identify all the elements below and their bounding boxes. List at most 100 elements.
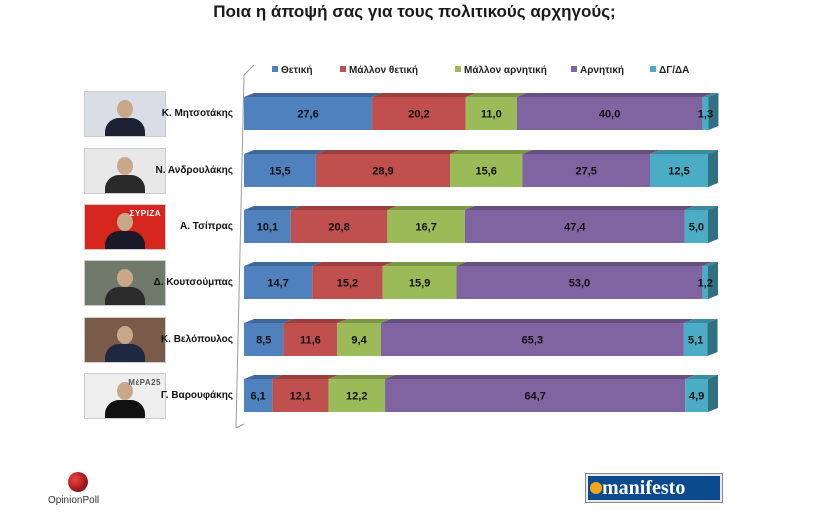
portrait-head xyxy=(117,326,133,344)
data-label: 6,1 xyxy=(251,391,266,403)
bar-top-face xyxy=(244,206,301,210)
data-label: 15,2 xyxy=(337,278,358,290)
bar-segment xyxy=(244,379,273,412)
bar-top-face xyxy=(328,375,396,379)
manifesto-logo-mark xyxy=(590,482,602,494)
category-label: Ν. Ανδρουλάκης xyxy=(155,164,233,176)
bar-segment xyxy=(244,323,284,356)
bar-top-face xyxy=(450,150,533,154)
bar-top-face xyxy=(465,93,527,97)
legend-swatch xyxy=(650,66,656,72)
bar-segment xyxy=(244,97,373,130)
bar-top-face xyxy=(456,262,713,266)
legend-label: Θετική xyxy=(281,65,312,76)
data-label: 47,4 xyxy=(564,222,586,234)
bar-side-face xyxy=(708,206,718,243)
bar-top-face xyxy=(337,319,391,323)
portrait-sign: ΣΥΡΙΖΑ xyxy=(129,209,161,218)
data-label: 1,2 xyxy=(698,278,713,290)
legend-swatch xyxy=(455,66,461,72)
photo-varoufakis: ΜέΡΑ25 xyxy=(84,373,166,419)
portrait-torso xyxy=(105,287,145,305)
portrait-head xyxy=(117,269,133,287)
bar-segment xyxy=(684,210,708,243)
data-label: 16,7 xyxy=(415,222,436,234)
bar-segment xyxy=(244,266,313,299)
bar-segment xyxy=(464,210,685,243)
bar-top-face xyxy=(244,93,383,97)
bar-segment xyxy=(387,210,465,243)
data-label: 11,0 xyxy=(481,109,502,121)
category-label: Κ. Βελόπουλος xyxy=(160,333,233,345)
data-label: 12,5 xyxy=(668,166,689,178)
bar-segment xyxy=(272,379,329,412)
plot-wall-line xyxy=(235,64,255,429)
bar-side-face xyxy=(708,375,718,412)
data-label: 8,5 xyxy=(256,335,271,347)
portrait-torso xyxy=(105,344,145,362)
bar-segment xyxy=(683,323,708,356)
bar-segment xyxy=(328,379,386,412)
bar-top-face xyxy=(244,375,283,379)
bar-top-face xyxy=(380,319,694,323)
bar-segment xyxy=(516,97,703,130)
bar-top-face xyxy=(372,93,476,97)
data-label: 10,1 xyxy=(257,222,278,234)
bar-top-face xyxy=(272,375,339,379)
bar-segment xyxy=(380,323,684,356)
bar-top-face xyxy=(685,375,718,379)
bar-segment xyxy=(290,210,388,243)
bar-segment xyxy=(650,154,708,187)
portrait-head xyxy=(117,157,133,175)
bar-side-face xyxy=(708,150,718,187)
portrait-torso xyxy=(105,175,145,193)
data-label: 15,9 xyxy=(409,278,430,290)
data-label: 9,4 xyxy=(351,335,367,347)
portrait-torso xyxy=(105,400,145,418)
legend-label: ΔΓ/ΔΑ xyxy=(659,65,689,76)
bar-top-face xyxy=(516,93,713,97)
photo-tsipras: ΣΥΡΙΖΑ xyxy=(84,204,166,250)
data-label: 20,8 xyxy=(328,222,349,234)
manifesto-logo: manifesto xyxy=(586,474,722,502)
bar-top-face xyxy=(702,93,719,97)
category-label: Γ. Βαρουφάκης xyxy=(160,389,233,401)
bar-segment xyxy=(456,266,703,299)
bar-segment xyxy=(315,154,451,187)
bar-top-face xyxy=(382,262,467,266)
bar-segment xyxy=(337,323,381,356)
data-label: 4,9 xyxy=(689,391,704,403)
photo-mitsotakis xyxy=(84,91,166,137)
bar-top-face xyxy=(684,206,718,210)
data-label: 15,5 xyxy=(269,166,290,178)
legend-label: Μάλλον αρνητική xyxy=(464,65,547,76)
data-label: 27,6 xyxy=(297,109,318,121)
portrait-head xyxy=(117,382,133,400)
photo-androulakis xyxy=(84,148,166,194)
bar-top-face xyxy=(702,262,718,266)
portrait-head xyxy=(117,100,133,118)
category-label: Κ. Μητσοτάκης xyxy=(161,107,233,119)
bar-top-face xyxy=(385,375,696,379)
portrait-torso xyxy=(105,118,145,136)
bar-segment xyxy=(244,210,291,243)
legend-swatch xyxy=(571,66,577,72)
data-label: 12,1 xyxy=(290,391,311,403)
bar-segment xyxy=(382,266,457,299)
data-label: 14,7 xyxy=(267,278,288,290)
opinion-poll-logo-mark xyxy=(68,472,88,492)
bar-top-face xyxy=(244,262,323,266)
portrait-sign: ΜέΡΑ25 xyxy=(128,378,161,387)
data-label: 64,7 xyxy=(524,391,545,403)
data-label: 12,2 xyxy=(346,391,367,403)
photo-velopoulos xyxy=(84,317,166,363)
opinion-poll-logo-text: OpinionPoll xyxy=(48,495,100,506)
category-label: Δ. Κουτσούμπας xyxy=(153,276,233,288)
bar-segment xyxy=(702,266,708,299)
category-label: Α. Τσίπρας xyxy=(180,220,233,232)
bar-top-face xyxy=(312,262,393,266)
bar-top-face xyxy=(290,206,398,210)
plot-floor-line xyxy=(235,423,245,429)
bar-top-face xyxy=(244,319,294,323)
data-label: 40,0 xyxy=(599,109,620,121)
